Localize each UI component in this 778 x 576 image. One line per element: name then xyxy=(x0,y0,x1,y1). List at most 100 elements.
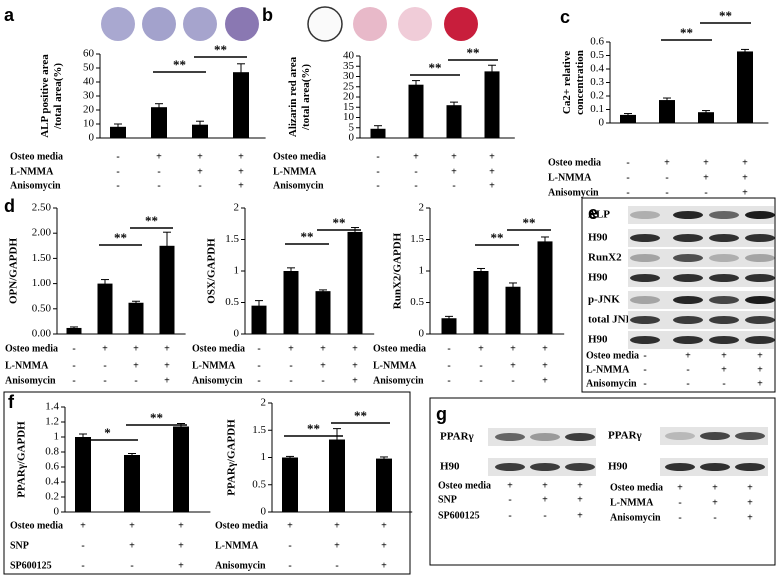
y-tick-label: 2.00 xyxy=(32,227,52,239)
condition-sign: + xyxy=(164,360,170,371)
bar xyxy=(192,124,208,138)
condition-sign: + xyxy=(510,360,516,371)
significance-label: ** xyxy=(491,230,504,245)
blot-band xyxy=(745,336,775,344)
y-tick-label: 60 xyxy=(83,48,95,60)
condition-sign: + xyxy=(757,364,763,375)
panel-box xyxy=(581,197,776,393)
condition-sign: - xyxy=(452,180,455,191)
condition-sign: + xyxy=(133,360,139,371)
blot-band xyxy=(665,432,695,440)
condition-sign: + xyxy=(320,343,326,354)
condition-sign: - xyxy=(543,510,546,521)
condition-sign: + xyxy=(757,378,763,389)
condition-label: Osteo media xyxy=(10,520,63,531)
bar xyxy=(537,241,553,334)
bar xyxy=(75,437,91,512)
condition-sign: - xyxy=(157,166,160,177)
bar xyxy=(110,126,126,138)
condition-sign: - xyxy=(257,343,260,354)
condition-sign: + xyxy=(451,166,457,177)
condition-sign: - xyxy=(103,360,106,371)
condition-label: Osteo media xyxy=(5,343,58,354)
bar xyxy=(446,105,462,138)
panel-box xyxy=(429,397,776,566)
blot-band xyxy=(709,274,739,282)
condition-sign: - xyxy=(289,375,292,386)
condition-sign: - xyxy=(81,560,84,571)
y-tick-label: 0.1 xyxy=(590,103,604,115)
condition-sign: + xyxy=(703,172,709,183)
condition-sign: - xyxy=(722,378,725,389)
y-axis-label: Alizarin red area xyxy=(287,56,299,137)
y-tick-label: 2 xyxy=(234,202,240,214)
blot-band xyxy=(673,234,703,242)
condition-sign: - xyxy=(508,510,511,521)
condition-sign: + xyxy=(238,151,244,162)
y-tick-label: 0.4 xyxy=(590,63,604,75)
condition-sign: - xyxy=(257,360,260,371)
condition-sign: + xyxy=(542,360,548,371)
y-tick-label: 20 xyxy=(343,91,355,103)
blot-band xyxy=(630,254,660,262)
y-tick-label: 40 xyxy=(343,50,355,62)
condition-label: Osteo media xyxy=(438,480,491,491)
condition-sign: - xyxy=(257,375,260,386)
condition-sign: - xyxy=(686,378,689,389)
alizarin-stain-images xyxy=(307,6,478,42)
condition-sign: - xyxy=(289,360,292,371)
condition-sign: + xyxy=(178,540,184,551)
bar xyxy=(370,128,386,138)
y-tick-label: 0 xyxy=(349,132,355,144)
y-tick-label: 15 xyxy=(343,101,355,113)
y-tick-label: 20 xyxy=(83,104,95,116)
stain-well xyxy=(307,6,343,42)
y-tick-label: 25 xyxy=(343,80,355,92)
blot-band xyxy=(745,274,775,282)
condition-sign: - xyxy=(447,375,450,386)
condition-sign: + xyxy=(489,180,495,191)
blot-band xyxy=(709,234,739,242)
condition-sign: + xyxy=(352,343,358,354)
condition-sign: + xyxy=(712,482,718,493)
significance-label: ** xyxy=(680,25,693,40)
condition-sign: + xyxy=(381,540,387,551)
condition-sign: - xyxy=(116,151,119,162)
panel-letter: b xyxy=(262,5,273,25)
y-tick-label: 1.5 xyxy=(410,233,424,245)
condition-sign: - xyxy=(665,187,668,198)
y-tick-label: 1.2 xyxy=(45,416,59,428)
condition-sign: + xyxy=(542,343,548,354)
band-label: H90 xyxy=(588,272,608,284)
bar xyxy=(737,51,753,124)
y-tick-label: 30 xyxy=(343,70,355,82)
condition-label: Osteo media xyxy=(215,520,268,531)
significance-label: ** xyxy=(523,215,536,230)
alp-stain-images xyxy=(101,7,259,41)
y-tick-label: 0 xyxy=(599,117,605,129)
significance-label: ** xyxy=(173,57,186,72)
blot-band xyxy=(673,211,703,219)
y-tick-label: 0 xyxy=(234,328,240,340)
condition-sign: + xyxy=(712,497,718,508)
panel-letter: d xyxy=(4,196,15,216)
blot-band xyxy=(530,433,560,441)
condition-label: Osteo media xyxy=(192,343,245,354)
panel-letter: a xyxy=(4,5,15,25)
panel-letter: g xyxy=(436,404,447,424)
condition-sign: - xyxy=(447,360,450,371)
blot-band xyxy=(709,254,739,262)
condition-sign: - xyxy=(626,187,629,198)
y-axis-label: PPARγ/GAPDH xyxy=(16,421,28,498)
condition-sign: + xyxy=(197,166,203,177)
y-tick-label: 10 xyxy=(83,118,95,130)
condition-sign: + xyxy=(703,157,709,168)
condition-label: Anisomycin xyxy=(548,187,599,198)
condition-sign: + xyxy=(742,172,748,183)
condition-sign: - xyxy=(198,180,201,191)
significance-label: ** xyxy=(307,421,320,436)
bar xyxy=(408,84,424,138)
y-tick-label: 0 xyxy=(89,132,95,144)
bar xyxy=(659,100,675,123)
